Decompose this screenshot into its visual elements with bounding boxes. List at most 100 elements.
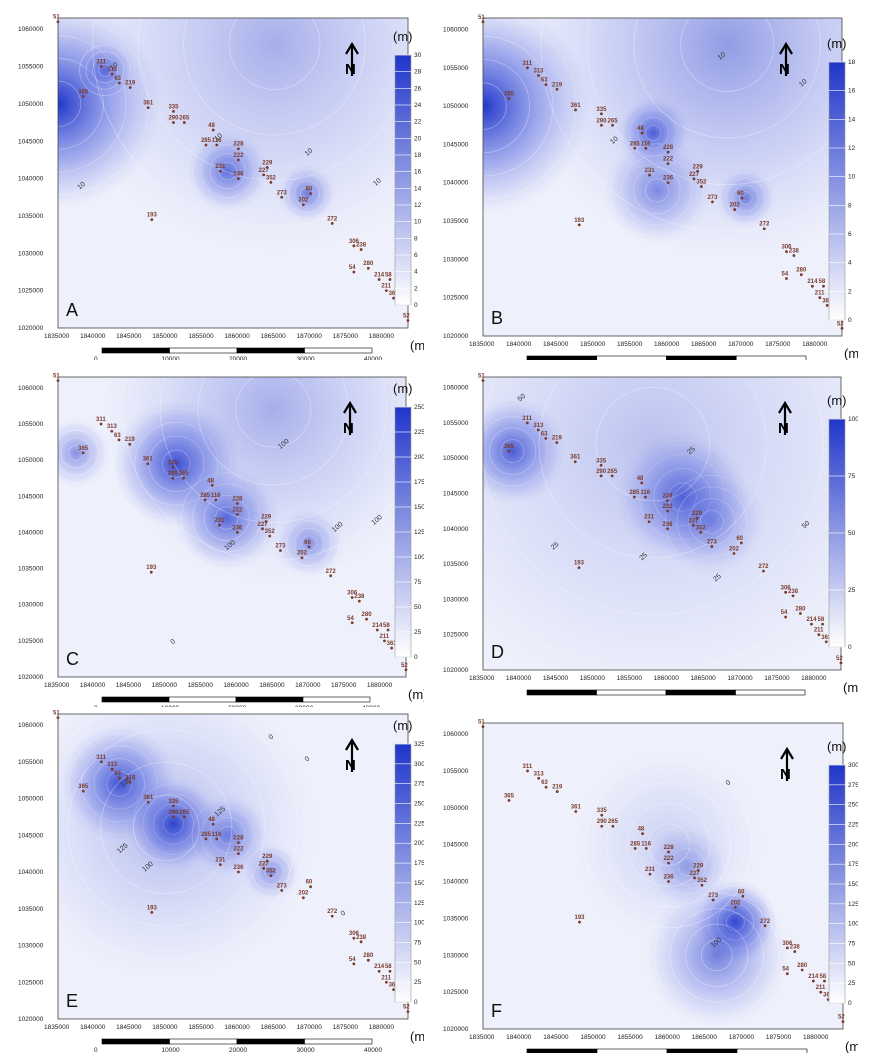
station-label: 202	[297, 551, 308, 557]
station-label: 290	[168, 471, 179, 477]
station-marker	[818, 296, 822, 300]
x-tick-label: 1880000	[369, 333, 395, 340]
colorbar-unit-label: (m)	[827, 393, 847, 408]
station-marker	[128, 86, 132, 89]
station-label: 280	[795, 607, 806, 613]
scale-unit-label: (m)	[408, 687, 424, 702]
station-marker	[366, 958, 370, 962]
station-marker	[481, 379, 485, 382]
station-label: 335	[168, 460, 179, 466]
station-label: 51	[53, 711, 60, 717]
y-tick-label: 1040000	[18, 529, 44, 536]
station-label: 272	[760, 919, 771, 925]
colorbar-tick-label: 18	[848, 59, 856, 66]
station-label: 58	[383, 623, 390, 629]
y-tick-label: 1040000	[443, 879, 469, 886]
colorbar-tick-label: 10	[414, 219, 422, 226]
colorbar-tick-label: 18	[414, 152, 422, 159]
station-label: 352	[696, 180, 707, 186]
north-arrow-head-icon	[343, 400, 357, 414]
colorbar-tick-label: 50	[848, 530, 856, 537]
colorbar-tick-label: 8	[848, 202, 852, 209]
colorbar-tick-label: 25	[414, 979, 422, 986]
y-tick-label: 1020000	[18, 674, 44, 681]
scale-bar-label: 10000	[162, 356, 180, 360]
colorbar-tick-label: 16	[414, 169, 422, 176]
contour-label: 10	[717, 51, 728, 61]
colorbar-tick-label: 200	[414, 840, 424, 847]
scale-bar-segment	[168, 696, 237, 703]
station-marker	[300, 556, 304, 560]
north-label: N	[343, 420, 354, 437]
x-tick-label: 1850000	[152, 1024, 178, 1031]
contour-line	[183, 18, 366, 136]
scale-bar-segment	[665, 689, 736, 696]
station-label: 313	[107, 762, 118, 768]
station-label: 361	[571, 804, 582, 810]
contour-line	[122, 377, 406, 561]
contour-label: 25	[686, 446, 697, 456]
contour-line	[540, 18, 842, 232]
station-marker	[99, 422, 103, 426]
station-marker	[110, 72, 114, 76]
station-marker	[574, 108, 577, 112]
colorbar-tick-label: 4	[414, 269, 418, 276]
station-marker	[573, 460, 577, 464]
scale-bar-label: 30000	[295, 705, 313, 707]
station-marker	[365, 617, 368, 621]
station-marker	[611, 123, 614, 127]
station-marker	[117, 81, 121, 85]
x-tick-label: 1865000	[691, 341, 717, 348]
y-tick-label: 1060000	[18, 26, 44, 33]
station-label: 363	[389, 983, 400, 989]
station-label: 48	[637, 126, 644, 132]
station-label: 335	[597, 808, 608, 814]
scale-bar-segment	[736, 1048, 808, 1053]
station-label: 272	[758, 564, 769, 570]
contour-line	[700, 939, 733, 972]
y-tick-label: 1055000	[18, 759, 44, 766]
station-marker	[599, 474, 603, 478]
y-tick-label: 1020000	[443, 333, 469, 340]
station-marker	[666, 162, 670, 165]
station-marker	[203, 498, 207, 502]
station-marker	[555, 441, 559, 445]
station-marker	[210, 484, 214, 487]
station-marker	[237, 841, 240, 845]
station-label: 58	[819, 974, 826, 980]
station-marker	[762, 569, 765, 573]
panel-letter: F	[491, 1001, 502, 1021]
scale-bar-segment	[526, 689, 597, 696]
station-marker	[357, 599, 361, 603]
y-tick-label: 1025000	[443, 632, 469, 639]
y-tick-label: 1040000	[18, 869, 44, 876]
colorbar-tick-label: 300	[414, 761, 424, 768]
y-tick-label: 1035000	[443, 561, 469, 568]
station-label: 238	[789, 249, 800, 255]
colorbar-tick-label: 200	[848, 841, 858, 848]
station-label: 361	[143, 101, 154, 107]
north-label: N	[345, 61, 356, 78]
station-label: 285	[201, 832, 212, 838]
station-label: 219	[552, 785, 563, 791]
station-marker	[309, 885, 312, 889]
station-label: 202	[730, 900, 741, 906]
y-tick-label: 1060000	[18, 722, 44, 729]
colorbar-tick-label: 10	[848, 174, 856, 181]
station-marker	[265, 165, 269, 169]
station-marker	[481, 20, 485, 24]
station-marker	[211, 822, 215, 826]
x-tick-label: 1865000	[690, 675, 716, 682]
scale-bar-label: 20000	[228, 705, 246, 707]
colorbar-tick-label: 2	[848, 288, 852, 295]
station-marker	[237, 870, 240, 874]
station-label: 363	[823, 993, 834, 999]
station-label: 63	[114, 771, 121, 777]
station-label: 335	[168, 799, 179, 805]
station-label: 211	[816, 985, 826, 991]
x-tick-label: 1845000	[116, 1024, 142, 1031]
x-tick-label: 1850000	[580, 341, 606, 348]
station-marker	[762, 227, 766, 231]
station-marker	[218, 863, 222, 867]
station-label: 285	[201, 138, 212, 144]
